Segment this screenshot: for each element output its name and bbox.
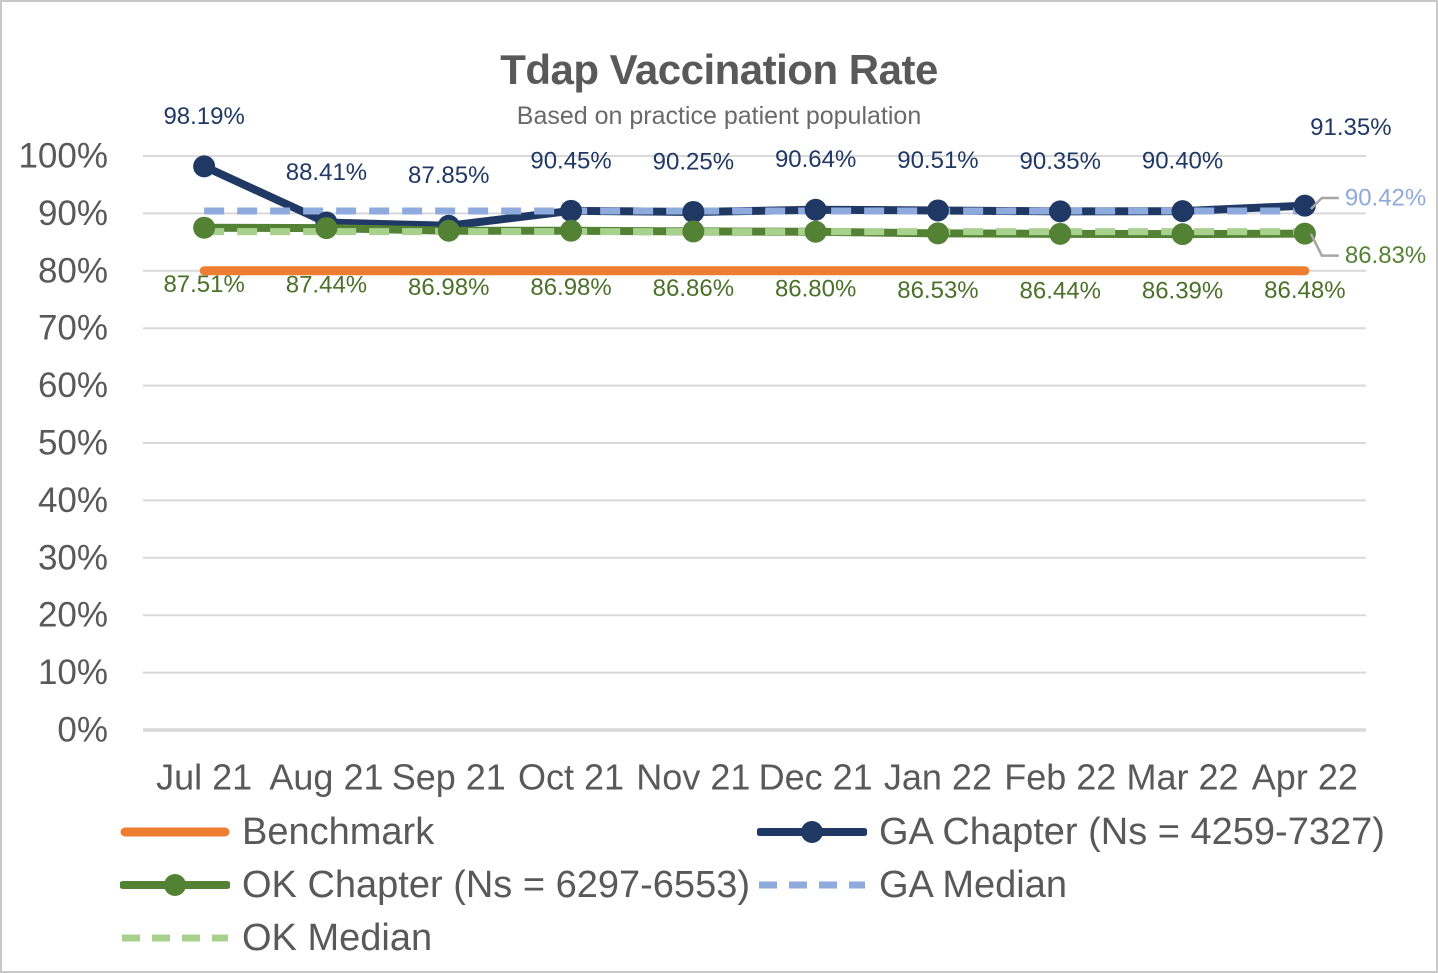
x-axis-label: Aug 21 xyxy=(269,757,383,798)
y-axis-label: 100% xyxy=(18,137,108,176)
data-labels: 98.19% 88.41% 87.85% 90.45% 90.25% 90.64% 90.5… xyxy=(163,103,1391,305)
chart-subtitle: Based on practice patient population xyxy=(516,102,922,130)
chart-legend: Benchmark GA Chapter (Ns = 4259-7327) OK… xyxy=(120,805,1385,964)
leader-line-ga-median xyxy=(1309,196,1339,210)
series-solid-lines xyxy=(199,162,1310,276)
data-label-ok-chapter-ns-6297-6553: 87.44% xyxy=(286,272,367,299)
x-axis-label: Sep 21 xyxy=(392,757,506,798)
data-label-ok-chapter-ns-6297-6553: 86.98% xyxy=(530,274,611,301)
gridlines xyxy=(143,155,1366,732)
data-label-ok-chapter-ns-6297-6553: 86.80% xyxy=(775,275,856,302)
y-axis-label: 60% xyxy=(38,366,108,405)
data-label-ga-chapter-ns-4259-7327: 91.35% xyxy=(1310,114,1391,141)
y-axis-label: 50% xyxy=(38,424,108,463)
x-axis-label: Dec 21 xyxy=(759,757,873,798)
data-label-ga-chapter-ns-4259-7327: 98.19% xyxy=(163,103,244,130)
legend-item-ga-chapter: GA Chapter (Ns = 4259-7327) xyxy=(757,813,1385,851)
series-markers xyxy=(193,155,1316,246)
benchmark-line-swatch-icon xyxy=(120,818,230,846)
data-label-ok-chapter-ns-6297-6553: 86.53% xyxy=(897,277,978,304)
data-label-ga-chapter-ns-4259-7327: 90.45% xyxy=(530,147,611,174)
end-label-ga-median: 90.42% xyxy=(1345,184,1426,211)
y-axis-label: 40% xyxy=(38,481,108,520)
data-label-ok-chapter-ns-6297-6553: 86.39% xyxy=(1142,278,1223,305)
y-axis-label: 10% xyxy=(38,653,108,692)
data-label-ok-chapter-ns-6297-6553: 87.51% xyxy=(163,271,244,298)
y-axis-label: 20% xyxy=(38,596,108,635)
data-label-ga-chapter-ns-4259-7327: 88.41% xyxy=(286,159,367,186)
data-label-ok-chapter-ns-6297-6553: 86.98% xyxy=(408,274,489,301)
x-axis-label: Jan 22 xyxy=(884,757,992,798)
x-axis-label: Feb 22 xyxy=(1004,757,1116,798)
data-label-ga-chapter-ns-4259-7327: 90.35% xyxy=(1020,148,1101,175)
marker-ok-chapter-ns-6297-6553 xyxy=(560,219,583,242)
marker-ok-chapter-ns-6297-6553 xyxy=(1049,222,1072,245)
y-axis-label: 80% xyxy=(38,251,108,290)
leader-line-ok-median xyxy=(1309,233,1339,257)
ok-median-dash-swatch-icon xyxy=(120,924,230,952)
marker-ok-chapter-ns-6297-6553 xyxy=(682,220,705,243)
data-label-ok-chapter-ns-6297-6553: 86.48% xyxy=(1264,277,1345,304)
marker-ok-chapter-ns-6297-6553 xyxy=(193,216,216,239)
y-axis-label: 70% xyxy=(38,309,108,348)
legend-label-ok-median: OK Median xyxy=(242,916,433,959)
ok-chapter-line-marker-swatch-icon xyxy=(120,871,230,899)
marker-ga-chapter-ns-4259-7327 xyxy=(682,200,705,223)
data-label-ga-chapter-ns-4259-7327: 90.40% xyxy=(1142,148,1223,175)
x-axis-label: Jul 21 xyxy=(156,757,252,798)
series-line-ga-chapter-ns-4259-7327 xyxy=(200,162,1309,230)
legend-item-ok-chapter: OK Chapter (Ns = 6297-6553) xyxy=(120,866,757,904)
legend-label-ga-median: GA Median xyxy=(879,863,1067,906)
end-label-ok-median: 86.83% xyxy=(1345,242,1426,269)
x-axis: Jul 21 Aug 21 Sep 21 Oct 21 Nov 21 Dec 21 Jan … xyxy=(156,757,1358,798)
marker-ga-chapter-ns-4259-7327 xyxy=(560,199,583,222)
y-axis-label: 30% xyxy=(38,538,108,577)
series-dashed-lines xyxy=(204,207,1305,236)
legend-item-ga-median: GA Median xyxy=(757,866,1385,904)
ga-chapter-line-marker-swatch-icon xyxy=(757,818,867,846)
data-label-ga-chapter-ns-4259-7327: 90.64% xyxy=(775,146,856,173)
y-axis: 0% 10% 20% 30% 40% 50% 60% 70% 80% 90% 100% xyxy=(18,137,108,750)
ga-median-dash-swatch-icon xyxy=(757,871,867,899)
x-axis-label: Nov 21 xyxy=(636,757,750,798)
data-label-ga-chapter-ns-4259-7327: 87.85% xyxy=(408,162,489,189)
marker-ok-chapter-ns-6297-6553 xyxy=(1171,223,1194,246)
marker-ok-chapter-ns-6297-6553 xyxy=(926,222,949,245)
x-axis-label: Oct 21 xyxy=(518,757,624,798)
data-label-ga-chapter-ns-4259-7327: 90.25% xyxy=(653,148,734,175)
x-axis-label: Mar 22 xyxy=(1127,757,1239,798)
marker-ga-chapter-ns-4259-7327 xyxy=(1171,200,1194,223)
marker-ga-chapter-ns-4259-7327 xyxy=(1293,194,1316,217)
data-label-ga-chapter-ns-4259-7327: 90.51% xyxy=(897,147,978,174)
marker-ga-chapter-ns-4259-7327 xyxy=(1049,200,1072,223)
x-axis-label: Apr 22 xyxy=(1252,757,1358,798)
legend-item-benchmark: Benchmark xyxy=(120,813,757,851)
marker-ga-chapter-ns-4259-7327 xyxy=(804,198,827,221)
marker-ok-chapter-ns-6297-6553 xyxy=(804,220,827,243)
end-labels: 90.42% 86.83% xyxy=(1309,184,1426,269)
marker-ok-chapter-ns-6297-6553 xyxy=(315,217,338,240)
legend-label-benchmark: Benchmark xyxy=(242,810,435,853)
data-label-ok-chapter-ns-6297-6553: 86.44% xyxy=(1020,277,1101,304)
marker-ok-chapter-ns-6297-6553 xyxy=(1293,222,1316,245)
legend-label-ok-chapter: OK Chapter (Ns = 6297-6553) xyxy=(242,863,750,906)
legend-label-ga-chapter: GA Chapter (Ns = 4259-7327) xyxy=(879,810,1385,853)
marker-ga-chapter-ns-4259-7327 xyxy=(193,155,216,178)
marker-ok-chapter-ns-6297-6553 xyxy=(437,219,460,242)
y-axis-label: 0% xyxy=(57,711,108,750)
legend-item-ok-median: OK Median xyxy=(120,919,757,957)
data-label-ok-chapter-ns-6297-6553: 86.86% xyxy=(653,275,734,302)
y-axis-label: 90% xyxy=(38,194,108,233)
marker-ga-chapter-ns-4259-7327 xyxy=(926,199,949,222)
chart-title: Tdap Vaccination Rate xyxy=(500,46,938,93)
